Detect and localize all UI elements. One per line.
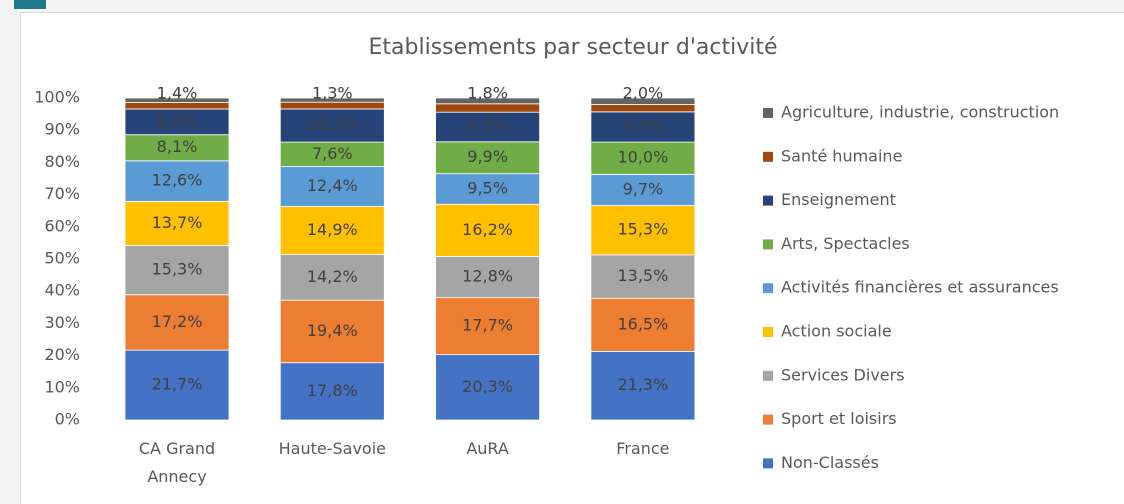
data-label: 8,0% [157,111,198,130]
legend-swatch [763,414,773,425]
y-tick-label: 90% [44,120,80,139]
bar-segment [124,102,230,110]
bar-segment [435,297,541,356]
bar-segment [279,101,385,110]
data-label: 10,0% [617,148,668,167]
bar-segment [124,294,230,351]
bar-segment [279,254,385,301]
bar-segment [435,141,541,175]
legend-label: Agriculture, industrie, construction [781,103,1059,122]
y-tick-label: 40% [44,281,80,300]
y-tick-label: 70% [44,184,80,203]
y-tick-label: 60% [44,216,80,235]
data-label: 14,9% [307,220,358,239]
legend-label: Arts, Spectacles [781,234,910,253]
data-label: 21,3% [617,375,668,394]
y-tick-label: 30% [44,313,80,332]
data-label: 1,4% [157,84,198,103]
y-tick-label: 0% [55,410,80,429]
data-label: 13,5% [617,266,668,285]
bar-segment [435,256,541,299]
legend-swatch [763,108,773,118]
legend-swatch [763,151,773,162]
bar-segment [279,97,385,103]
data-label: 14,2% [307,267,358,286]
bar-segment [124,349,230,421]
x-tick-label: CA Grand Annecy [138,439,216,486]
legend-swatch [763,195,773,206]
data-label: 17,7% [462,316,513,335]
data-label: 17,8% [307,381,358,400]
data-label: 12,4% [307,176,358,195]
y-tick-label: 50% [44,249,80,268]
bar-segment [279,108,385,143]
legend-swatch [763,370,773,381]
bar-segment [590,97,696,105]
bar-segment [279,206,385,255]
bar-segment [590,297,696,352]
data-label: 12,6% [152,171,203,190]
legend-label: Services Divers [781,365,905,384]
bar-segment [435,97,541,105]
bar-segment [590,351,696,421]
data-label: 16,5% [617,314,668,333]
data-label: 12,8% [462,267,513,286]
legend-label: Action sociale [781,322,892,341]
x-tick-label: Haute-Savoie [278,439,386,458]
bar-segment [124,245,230,296]
bar-segment [590,173,696,206]
data-label: 7,6% [312,144,353,163]
legend-swatch [763,239,773,250]
data-label: 2,0% [623,84,664,103]
x-tick-label: France [616,439,670,458]
bar-segment [124,134,230,162]
bar-segment [590,104,696,113]
bar-segment [279,362,385,421]
data-label: 10,3% [307,115,358,134]
legend-label: Activités financières et assurances [781,278,1059,297]
data-label: 21,7% [152,375,203,394]
data-label: 9,4% [623,116,664,135]
data-label: 20,3% [462,377,513,396]
bar-segment [435,103,541,113]
data-label: 15,3% [617,220,668,239]
legend-swatch [763,458,773,469]
bar-segment [279,166,385,207]
y-tick-label: 80% [44,152,80,171]
legend-label: Santé humaine [781,146,902,165]
chart-title: Etablissements par secteur d'activité [369,35,778,60]
bar-segment [590,254,696,299]
data-label: 13,7% [152,213,203,232]
y-tick-label: 100% [34,88,80,107]
data-label: 9,7% [623,179,664,198]
y-tick-label: 20% [44,345,80,364]
legend-swatch [763,327,773,337]
data-label: 9,9% [467,147,508,166]
data-label: 8,1% [157,137,198,156]
bar-segment [124,160,230,202]
bar-segment [590,141,696,175]
legend-label: Non-Classés [781,453,879,472]
data-label: 1,8% [467,84,508,103]
bar-segment [124,200,230,246]
sheet-icon [14,0,46,9]
data-label: 15,3% [152,260,203,279]
data-label: 16,2% [462,220,513,239]
bar-segment [124,97,230,103]
x-tick-label: AuRA [466,439,509,458]
legend-label: Sport et loisirs [781,409,897,428]
data-label: 1,3% [312,84,353,103]
data-label: 19,4% [307,321,358,340]
data-label: 17,2% [152,312,203,331]
data-label: 9,5% [467,178,508,197]
legend-label: Enseignement [781,190,896,209]
y-tick-label: 10% [44,377,80,396]
legend-swatch [763,283,773,294]
data-label: 9,2% [467,116,508,135]
